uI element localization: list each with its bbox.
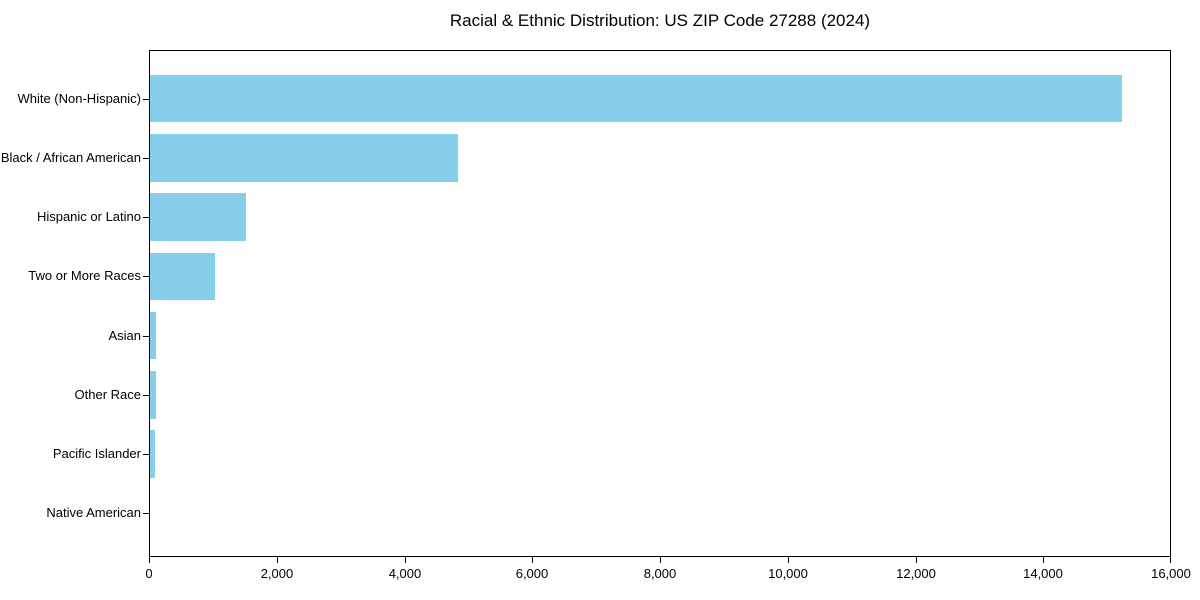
y-tick: [143, 336, 149, 337]
bar: [150, 311, 157, 360]
bar: [150, 252, 216, 301]
bar: [150, 430, 155, 478]
x-tick-label: 8,000: [643, 566, 677, 581]
y-tick: [143, 99, 149, 100]
bar: [150, 74, 1123, 123]
y-tick-label: Asian: [108, 328, 141, 343]
y-tick: [143, 158, 149, 159]
y-tick-label: Native American: [46, 505, 141, 520]
x-tick: [788, 557, 789, 563]
y-tick: [143, 395, 149, 396]
y-tick-label: White (Non-Hispanic): [17, 91, 141, 106]
x-tick: [405, 557, 406, 563]
x-tick-label: 12,000: [896, 566, 936, 581]
bar: [150, 134, 458, 182]
y-tick: [143, 276, 149, 277]
chart-title: Racial & Ethnic Distribution: US ZIP Cod…: [449, 11, 871, 30]
y-tick-label: Two or More Races: [28, 268, 141, 283]
bar: [150, 193, 246, 241]
plot-area: [149, 50, 1171, 557]
y-tick-label: Black / African American: [0, 150, 141, 165]
x-tick: [532, 557, 533, 563]
y-tick: [143, 217, 149, 218]
x-tick: [1043, 557, 1044, 563]
x-tick-label: 14,000: [1023, 566, 1063, 581]
x-tick-label: 10,000: [768, 566, 808, 581]
x-tick-label: 4,000: [388, 566, 422, 581]
y-tick-label: Hispanic or Latino: [36, 209, 141, 224]
x-tick: [149, 557, 150, 563]
y-tick: [143, 454, 149, 455]
x-tick: [916, 557, 917, 563]
x-tick: [660, 557, 661, 563]
y-tick: [143, 513, 149, 514]
x-tick: [1170, 557, 1171, 563]
x-tick-label: 16,000: [1151, 566, 1191, 581]
x-tick-label: 0: [145, 566, 153, 581]
bar: [150, 371, 157, 419]
y-tick-label: Other Race: [74, 387, 141, 402]
y-tick-label: Pacific Islander: [52, 446, 141, 461]
x-tick: [277, 557, 278, 563]
x-tick-label: 6,000: [515, 566, 549, 581]
x-tick-label: 2,000: [260, 566, 294, 581]
